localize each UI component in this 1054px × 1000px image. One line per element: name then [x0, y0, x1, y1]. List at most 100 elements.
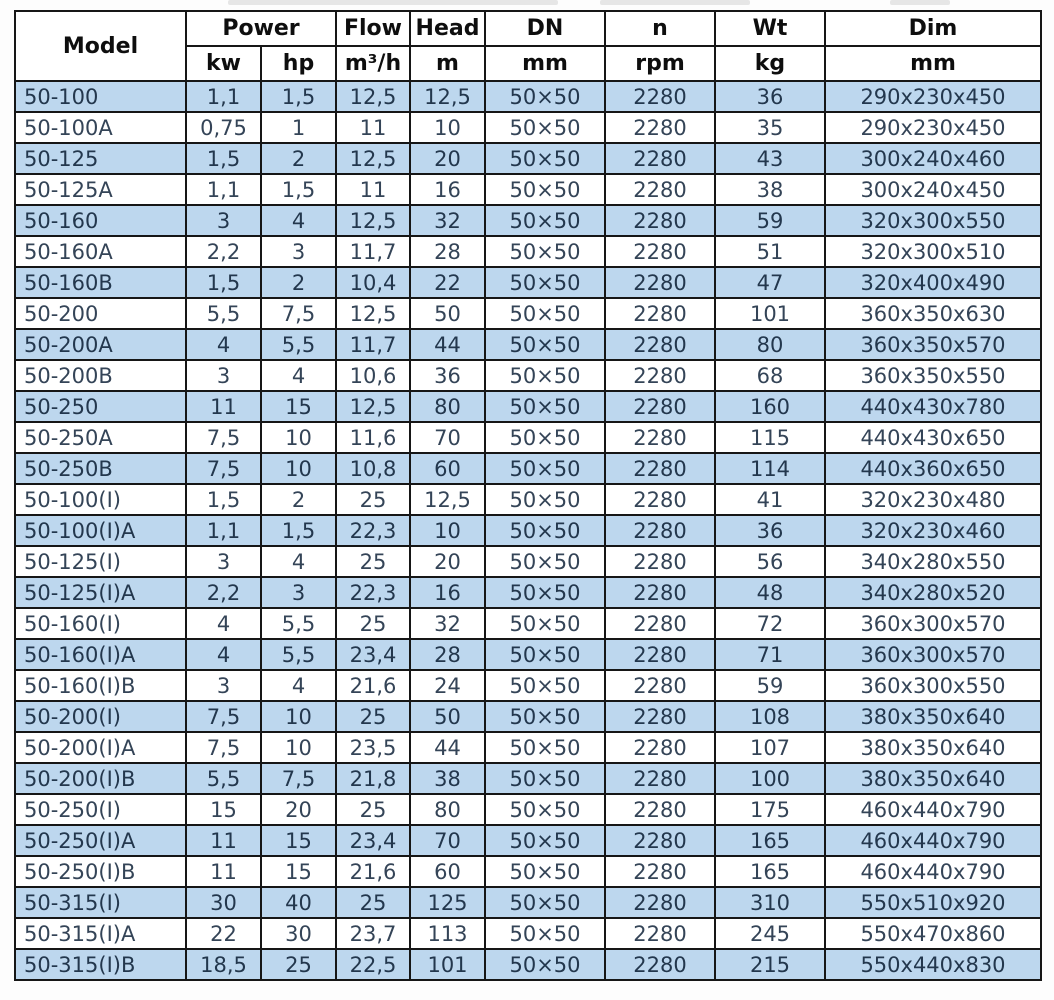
value-cell: 32	[409, 204, 486, 237]
value-cell: 20	[409, 142, 486, 175]
model-cell: 50-125(I)A	[14, 576, 187, 609]
header-wt: Wt	[714, 10, 826, 47]
header-unit-dn: mm	[484, 45, 606, 82]
header-unit-flow: m³/h	[335, 45, 411, 82]
value-cell: 7,5	[185, 700, 262, 733]
value-cell: 5,5	[260, 328, 337, 361]
value-cell: 2280	[604, 204, 716, 237]
value-cell: 10,4	[335, 266, 411, 299]
value-cell: 290x230x450	[824, 111, 1042, 144]
value-cell: 300x240x460	[824, 142, 1042, 175]
header-unit-hp: hp	[260, 45, 337, 82]
value-cell: 360x300x570	[824, 607, 1042, 640]
value-cell: 2280	[604, 545, 716, 578]
value-cell: 11	[335, 173, 411, 206]
value-cell: 68	[714, 359, 826, 392]
value-cell: 10	[409, 514, 486, 547]
cropped-text-artifact	[600, 0, 750, 5]
value-cell: 2280	[604, 266, 716, 299]
value-cell: 340x280x550	[824, 545, 1042, 578]
value-cell: 47	[714, 266, 826, 299]
table-body: 50-100 1,1 1,5 12,5 12,5 50×50 2280 36 290x230x4…	[14, 80, 1042, 981]
value-cell: 50×50	[484, 917, 606, 950]
value-cell: 36	[714, 80, 826, 113]
value-cell: 1,1	[185, 173, 262, 206]
model-cell: 50-250A	[14, 421, 187, 454]
value-cell: 25	[335, 886, 411, 919]
header-dim: Dim	[824, 10, 1042, 47]
value-cell: 2280	[604, 762, 716, 795]
value-cell: 30	[260, 917, 337, 950]
value-cell: 12,5	[335, 80, 411, 113]
value-cell: 36	[714, 514, 826, 547]
value-cell: 50×50	[484, 607, 606, 640]
value-cell: 4	[260, 204, 337, 237]
model-cell: 50-160(I)B	[14, 669, 187, 702]
value-cell: 22,3	[335, 514, 411, 547]
table-row: 50-250B 7,5 10 10,8 60 50×50 2280 114 440x360x65…	[14, 452, 1042, 485]
value-cell: 50×50	[484, 886, 606, 919]
value-cell: 15	[260, 390, 337, 423]
value-cell: 50×50	[484, 173, 606, 206]
value-cell: 100	[714, 762, 826, 795]
value-cell: 1,5	[185, 483, 262, 516]
value-cell: 2280	[604, 886, 716, 919]
value-cell: 50	[409, 700, 486, 733]
value-cell: 50×50	[484, 142, 606, 175]
value-cell: 50×50	[484, 111, 606, 144]
value-cell: 28	[409, 638, 486, 671]
value-cell: 3	[260, 235, 337, 268]
value-cell: 41	[714, 483, 826, 516]
value-cell: 40	[260, 886, 337, 919]
value-cell: 380x350x640	[824, 762, 1042, 795]
value-cell: 3	[260, 576, 337, 609]
value-cell: 2280	[604, 421, 716, 454]
value-cell: 12,5	[335, 297, 411, 330]
header-row-units: kw hp m³/h m mm rpm kg mm	[15, 45, 1042, 82]
value-cell: 310	[714, 886, 826, 919]
model-cell: 50-200(I)A	[14, 731, 187, 764]
value-cell: 50×50	[484, 545, 606, 578]
value-cell: 2280	[604, 483, 716, 516]
value-cell: 10,6	[335, 359, 411, 392]
value-cell: 50	[409, 297, 486, 330]
model-cell: 50-125A	[14, 173, 187, 206]
value-cell: 50×50	[484, 700, 606, 733]
value-cell: 11,7	[335, 328, 411, 361]
value-cell: 245	[714, 917, 826, 950]
value-cell: 10	[260, 421, 337, 454]
cropped-text-artifact	[890, 0, 950, 5]
value-cell: 3	[185, 669, 262, 702]
table-row: 50-100(I) 1,5 2 25 12,5 50×50 2280 41 320x230x48…	[14, 483, 1042, 516]
value-cell: 22,3	[335, 576, 411, 609]
value-cell: 1,5	[185, 142, 262, 175]
value-cell: 50×50	[484, 483, 606, 516]
value-cell: 50×50	[484, 80, 606, 113]
table-row: 50-250(I)B 11 15 21,6 60 50×50 2280 165 460x440x…	[14, 855, 1042, 888]
value-cell: 175	[714, 793, 826, 826]
value-cell: 11	[335, 111, 411, 144]
value-cell: 4	[260, 669, 337, 702]
value-cell: 107	[714, 731, 826, 764]
value-cell: 460x440x790	[824, 793, 1042, 826]
table-row: 50-315(I) 30 40 25 125 50×50 2280 310 550x510x92…	[14, 886, 1042, 919]
table-row: 50-160(I)B 3 4 21,6 24 50×50 2280 59 360x300x550	[14, 669, 1042, 702]
value-cell: 2280	[604, 576, 716, 609]
value-cell: 3	[185, 359, 262, 392]
header-flow: Flow	[335, 10, 411, 47]
value-cell: 2280	[604, 142, 716, 175]
value-cell: 2	[260, 142, 337, 175]
value-cell: 70	[409, 824, 486, 857]
value-cell: 11,6	[335, 421, 411, 454]
value-cell: 440x360x650	[824, 452, 1042, 485]
value-cell: 50×50	[484, 204, 606, 237]
value-cell: 50×50	[484, 855, 606, 888]
value-cell: 50×50	[484, 359, 606, 392]
model-cell: 50-100(I)	[14, 483, 187, 516]
value-cell: 7,5	[185, 731, 262, 764]
header-unit-head: m	[409, 45, 486, 82]
value-cell: 165	[714, 824, 826, 857]
value-cell: 2	[260, 266, 337, 299]
value-cell: 215	[714, 948, 826, 981]
header-n: n	[604, 10, 716, 47]
